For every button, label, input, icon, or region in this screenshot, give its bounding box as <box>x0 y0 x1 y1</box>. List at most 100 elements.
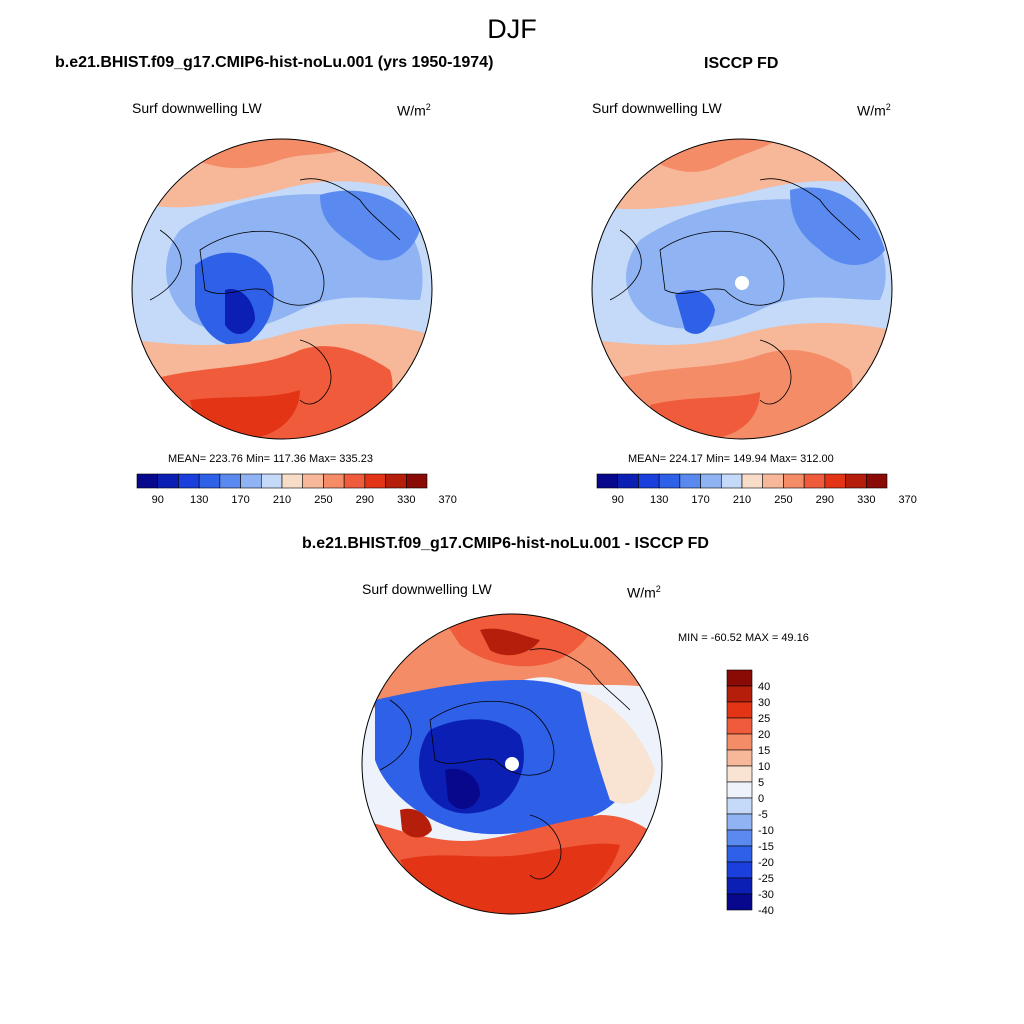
panel-1-map <box>131 138 433 440</box>
panel-2-colorbar-swatch <box>762 473 784 489</box>
panel-1-siberia-cold <box>320 190 420 261</box>
panel-1-colorbar-swatch <box>178 473 200 489</box>
panel-3-colorbar-tick-label: 5 <box>758 777 764 789</box>
panel-1-coastline-d <box>149 229 182 301</box>
panel-1-colorbar-swatch <box>157 473 179 489</box>
figure-title: DJF <box>487 14 537 44</box>
panel-2-colorbar-swatch <box>803 473 826 489</box>
panel-2-colorbar-tick-label: 370 <box>899 494 917 506</box>
panel-3-colorbar-tick-label: -30 <box>758 889 774 901</box>
panel-1-variable-label: Surf downwelling LW <box>132 100 262 116</box>
panel-3-labrador-hot <box>400 808 432 838</box>
panel-3-units-exp: 2 <box>655 584 661 594</box>
panel-1-colorbar-swatch <box>136 473 159 489</box>
panel-1-units-exp: 2 <box>425 102 431 112</box>
panel-3-colorbar-tick-label: -5 <box>758 809 768 821</box>
panel-1-colorbar: 90 130 170 210 250 290 330 370 <box>136 473 457 506</box>
panel-1-colorbar-swatch <box>323 473 345 489</box>
panel-2-coastline-b <box>759 178 861 241</box>
panel-3-colorbar-tick-label: -10 <box>758 825 774 837</box>
panel-2-coastline-a <box>659 230 785 306</box>
panel-2-coastline-d <box>609 229 642 301</box>
panel-1-colorbar-tick-label: 330 <box>397 494 415 506</box>
panel-2-title: ISCCP FD <box>704 55 779 72</box>
panel-1-colorbar-swatch <box>302 473 324 489</box>
panel-3-colorbar-swatch <box>726 669 753 687</box>
panel-2-greenland-cold <box>675 290 715 334</box>
panel-1-colorbar-swatch <box>198 473 221 489</box>
panel-1-coastline-a <box>199 230 325 306</box>
panel-2-colorbar-swatch <box>658 473 681 489</box>
panel-3-colorbar-tick-label: 0 <box>758 793 764 805</box>
panel-3-colorbar-tick-label: 15 <box>758 745 770 757</box>
panel-3-coastline-d <box>379 699 412 771</box>
panel-2-coastline-c <box>759 339 792 405</box>
panel-2-colorbar-tick-label: 90 <box>612 494 624 506</box>
panel-3-units-base: W/m <box>627 584 656 601</box>
panel-3-colorbar-swatch <box>726 813 753 831</box>
panel-3-colorbar-tick-label: 30 <box>758 697 770 709</box>
panel-3-colorbar-swatch <box>726 733 753 751</box>
panel-3-colorbar-swatch <box>726 685 753 703</box>
panel-1-title: b.e21.BHIST.f09_g17.CMIP6-hist-noLu.001 … <box>55 54 494 71</box>
panel-3-colorbar-tick-label: 40 <box>758 681 770 693</box>
panel-3-colorbar-swatch <box>726 861 753 879</box>
panel-3-colorbar-swatch <box>726 877 753 895</box>
panel-3-colorbar-tick-label: 25 <box>758 713 770 725</box>
panel-1-colorbar-tick-label: 170 <box>231 494 249 506</box>
panel-3-colorbar-swatch <box>726 717 753 735</box>
panel-3-colorbar-tick-label: 10 <box>758 761 770 773</box>
panel-1-colorbar-swatch <box>364 473 386 489</box>
panel-3-greenland-strong-negative <box>418 719 524 814</box>
panel-2-colorbar-swatch <box>865 473 888 489</box>
panel-3-colorbar-swatch <box>726 845 753 863</box>
panel-3-colorbar: 40 30 25 20 15 10 5 0 -5 -10 -15 -20 -25 -30 -40 <box>726 669 774 917</box>
panel-2-siberia-cold <box>790 187 885 265</box>
panel-1-colorbar-tick-label: 130 <box>190 494 208 506</box>
panel-1-units: W/m2 <box>397 102 431 119</box>
panel-2-colorbar-swatch <box>720 473 743 489</box>
panel-3-units: W/m2 <box>627 584 661 601</box>
panel-1-stats: MEAN= 223.76 Min= 117.36 Max= 335.23 <box>168 453 373 465</box>
panel-2-colorbar-tick-label: 290 <box>816 494 834 506</box>
panel-1-colorbar-tick-label: 210 <box>273 494 291 506</box>
panel-3-colorbar-tick-label: 20 <box>758 729 770 741</box>
panel-1-colorbar-swatch <box>260 473 283 489</box>
panel-3-colorbar-swatch <box>726 749 753 767</box>
panel-3-coastline-a <box>429 700 555 776</box>
panel-1-colorbar-swatch <box>385 473 407 489</box>
panel-2-colorbar-tick-label: 330 <box>857 494 875 506</box>
panel-2-colorbar-swatch <box>741 473 764 489</box>
panel-2-colorbar-swatch <box>596 473 619 489</box>
panel-2-colorbar-tick-label: 130 <box>650 494 668 506</box>
panel-3-east-warm <box>580 690 655 804</box>
panel-2-colorbar-tick-label: 170 <box>691 494 709 506</box>
panel-2-pole-missing <box>735 276 749 290</box>
panel-1-colorbar-tick-label: 90 <box>152 494 164 506</box>
panel-1-colorbar-tick-label: 370 <box>439 494 457 506</box>
panel-3-colorbar-tick-label: -15 <box>758 841 774 853</box>
panel-2-colorbar-swatch <box>638 473 660 489</box>
panel-3-colorbar-swatch <box>726 781 753 799</box>
panel-1-colorbar-swatch <box>240 473 262 489</box>
panel-2-stats: MEAN= 224.17 Min= 149.94 Max= 312.00 <box>628 453 834 465</box>
panel-1-colorbar-tick-label: 250 <box>314 494 332 506</box>
panel-3-variable-label: Surf downwelling LW <box>362 581 492 597</box>
panel-2-colorbar-swatch <box>617 473 639 489</box>
panel-3-colorbar-swatch <box>726 765 753 783</box>
panel-3-north-hot <box>480 628 540 656</box>
panel-1-colorbar-swatch <box>405 473 428 489</box>
panel-3-map-border <box>361 613 663 915</box>
panel-1-colorbar-swatch <box>343 473 366 489</box>
panel-2-units-base: W/m <box>857 102 886 119</box>
panel-3-pole-missing <box>505 757 519 771</box>
panel-1-map-border <box>131 138 433 440</box>
panel-2-units-exp: 2 <box>885 102 891 112</box>
panel-2-colorbar-tick-label: 250 <box>774 494 792 506</box>
panel-3-colorbar-tick-label: -40 <box>758 905 774 917</box>
panel-1-colorbar-swatch <box>219 473 241 489</box>
panel-2-variable-label: Surf downwelling LW <box>592 100 722 116</box>
panel-3-colorbar-tick-label: -25 <box>758 873 774 885</box>
panel-3-atlantic-warmer <box>400 843 620 914</box>
